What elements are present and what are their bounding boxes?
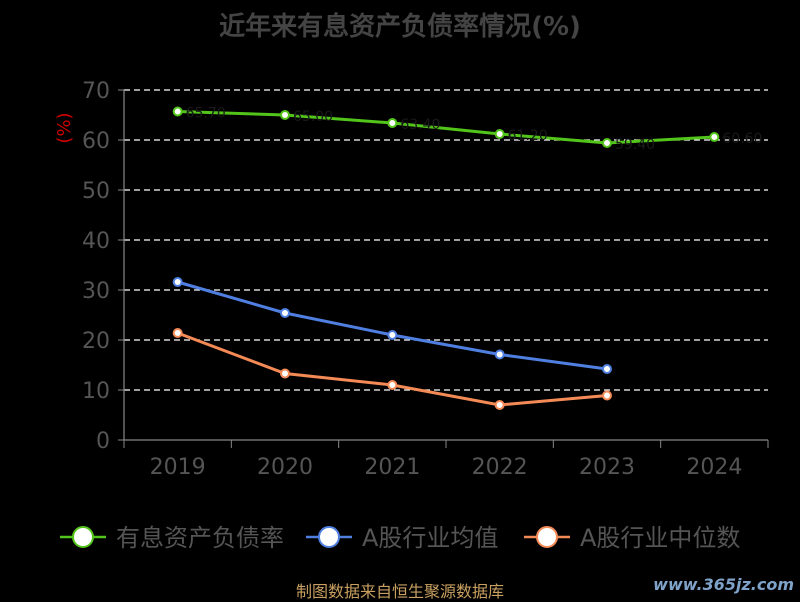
data-label-2023: 59.40 <box>615 137 655 153</box>
watermark: www.365jz.com <box>653 575 794 594</box>
x-tick-label-2024: 2024 <box>686 455 742 480</box>
y-tick-label-10: 10 <box>82 379 110 404</box>
data-point-2-2023 <box>602 390 612 401</box>
y-tick-label-20: 20 <box>82 329 110 354</box>
y-tick-label-40: 40 <box>82 229 110 254</box>
legend-label-0: 有息资产负债率 <box>116 524 284 552</box>
data-point-1-2022 <box>494 349 505 360</box>
data-point-2-2019 <box>172 328 183 338</box>
series-line-2 <box>177 331 608 407</box>
data-point-0-2022 <box>494 129 505 139</box>
x-tick-label-2019: 2019 <box>150 455 206 480</box>
data-point-0-2019 <box>172 106 183 117</box>
data-label-2022: 61.20 <box>508 128 548 144</box>
data-point-2-2021 <box>387 380 398 390</box>
y-tick-label-0: 0 <box>96 429 110 454</box>
y-tick-label-30: 30 <box>82 279 110 304</box>
data-source-note: 制图数据来自恒生聚源数据库 <box>295 582 504 601</box>
data-point-0-2020 <box>280 110 290 120</box>
legend-label-1: A股行业均值 <box>362 524 498 552</box>
data-label-2024: 60.60 <box>722 131 762 147</box>
y-axis-label: (%) <box>54 112 75 143</box>
data-point-1-2023 <box>602 364 612 374</box>
data-point-1-2020 <box>280 308 290 318</box>
data-point-2-2020 <box>280 368 290 379</box>
data-point-1-2021 <box>387 330 398 340</box>
x-tick-label-2021: 2021 <box>364 455 420 480</box>
y-tick-label-60: 60 <box>82 129 110 154</box>
series-line-0 <box>177 110 715 145</box>
chart-title: 近年来有息资产负债率情况(%) <box>219 12 581 42</box>
data-label-2021: 63.40 <box>400 117 440 133</box>
y-tick-label-70: 70 <box>82 79 110 104</box>
x-tick-label-2023: 2023 <box>579 455 635 480</box>
data-label-2019: 65.70 <box>186 106 226 122</box>
y-tick-label-50: 50 <box>82 179 110 204</box>
legend-label-2: A股行业中位数 <box>580 524 740 552</box>
data-point-2-2022 <box>494 400 505 410</box>
data-point-0-2023 <box>602 138 612 148</box>
x-tick-label-2020: 2020 <box>257 455 313 480</box>
data-point-0-2021 <box>387 118 398 128</box>
legend-marker-0 <box>72 526 94 548</box>
x-tick-label-2022: 2022 <box>472 455 528 480</box>
legend-marker-2 <box>536 526 558 548</box>
legend-marker-1 <box>318 526 340 548</box>
data-label-2020: 65.00 <box>293 109 333 125</box>
data-point-1-2019 <box>172 277 183 287</box>
data-point-0-2024 <box>709 132 720 142</box>
